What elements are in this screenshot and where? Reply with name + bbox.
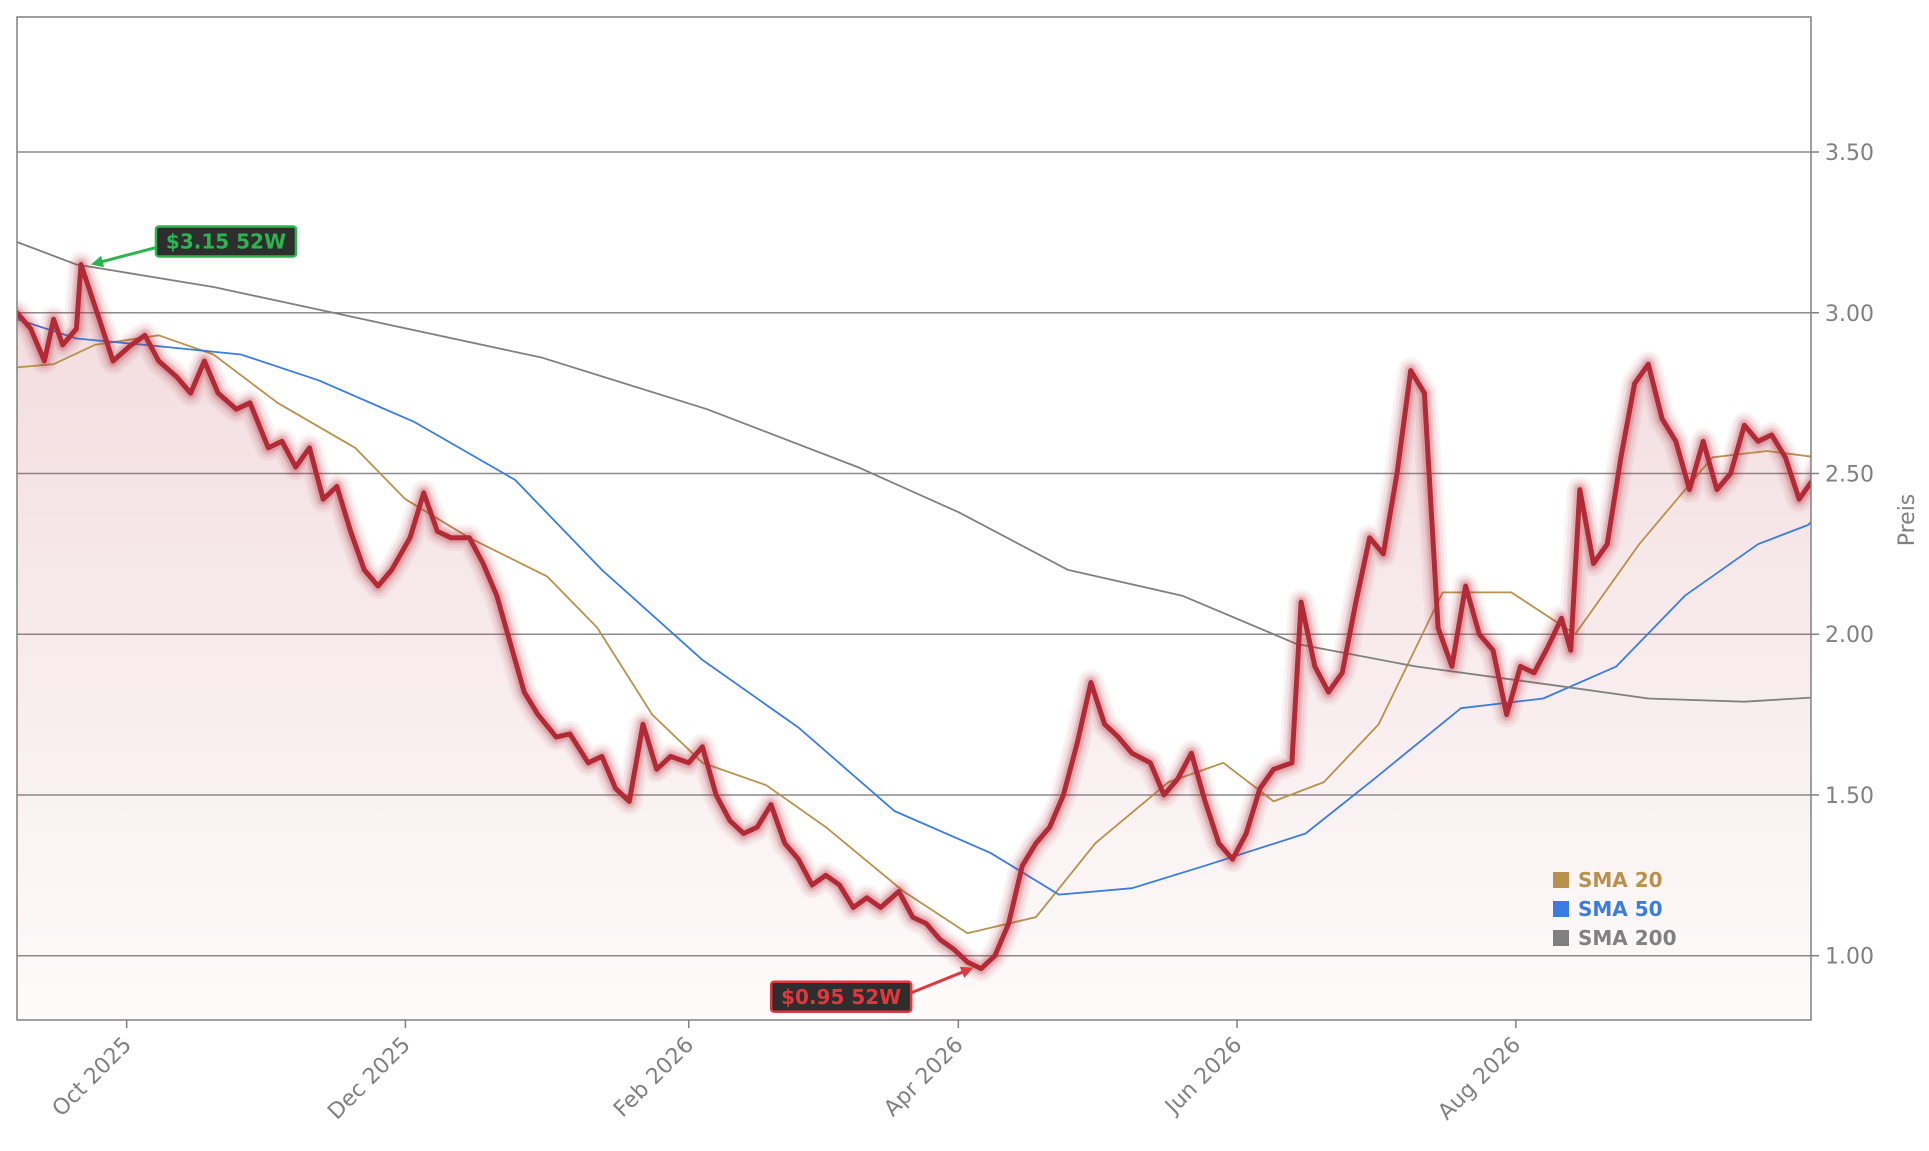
legend-swatch — [1553, 930, 1569, 946]
annotation-box — [154, 225, 298, 258]
annotation-arrowhead — [90, 255, 105, 268]
annotations: $3.15 52W $0.95 52W — [90, 225, 974, 1014]
legend-swatch — [1553, 872, 1569, 888]
x-tick-label: Aug 2026 — [1433, 1033, 1526, 1126]
x-tick-label: Feb 2026 — [609, 1033, 699, 1123]
y-tick-label: 2.50 — [1825, 462, 1874, 487]
y-tick-label: 3.00 — [1825, 302, 1874, 327]
price-line — [17, 262, 1811, 972]
legend-swatch — [1553, 901, 1569, 917]
price-area-fill — [17, 264, 1811, 1020]
y-axis: 1.00 1.50 2.00 2.50 3.00 3.50 — [1811, 141, 1874, 970]
y-tick-label: 1.50 — [1825, 784, 1874, 809]
x-axis: Oct 2025 Dec 2025 Feb 2026 Apr 2026 Jun 2026… — [48, 1020, 1526, 1125]
legend: SMA 20 SMA 50 SMA 200 — [1553, 868, 1677, 950]
y-axis-title: Preis — [1895, 494, 1920, 547]
sma-line-sma-50 — [17, 318, 1811, 896]
annotation-arrow — [96, 246, 157, 265]
x-tick-label: Apr 2026 — [879, 1033, 968, 1122]
y-tick-label: 1.00 — [1825, 945, 1874, 970]
annotation-label: $0.95 52W — [781, 985, 901, 1009]
y-tick-label: 2.00 — [1825, 623, 1874, 648]
x-tick-label: Oct 2025 — [48, 1033, 137, 1122]
price-line-group — [17, 251, 1811, 982]
x-tick-label: Jun 2026 — [1159, 1033, 1247, 1121]
x-tick-label: Dec 2025 — [323, 1033, 415, 1125]
legend-label: SMA 200 — [1578, 926, 1677, 950]
annotation-arrowhead — [959, 966, 974, 978]
plot-frame — [16, 16, 1812, 1021]
y-tick-label: 3.50 — [1825, 141, 1874, 166]
annotation-arrow — [910, 968, 969, 995]
sma-line-sma-200 — [17, 241, 1811, 703]
price-area — [17, 264, 1811, 1020]
legend-label: SMA 50 — [1578, 897, 1663, 921]
legend-label: SMA 20 — [1578, 868, 1663, 892]
annotation-box — [769, 980, 913, 1014]
annotation-label: $3.15 52W — [166, 230, 286, 254]
